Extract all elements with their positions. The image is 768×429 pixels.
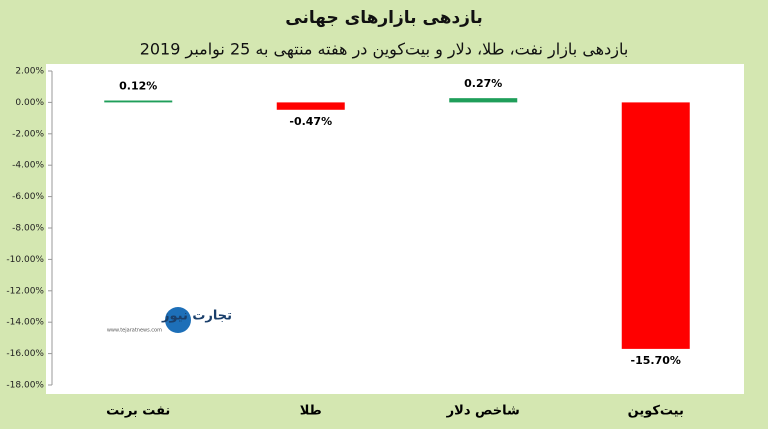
- y-tick-label: -12.00%: [6, 286, 44, 296]
- watermark-text: تجارت نیوز: [161, 309, 232, 324]
- watermark-url: www.tejaratnews.com: [107, 328, 162, 334]
- watermark-icon: [165, 307, 191, 333]
- value-label: -15.70%: [631, 354, 681, 367]
- y-tick-label: -6.00%: [12, 192, 44, 202]
- y-tick-label: -14.00%: [6, 318, 44, 328]
- x-tick-label: طلا: [300, 404, 322, 419]
- value-label: -0.47%: [289, 115, 332, 128]
- value-label: 0.27%: [464, 77, 502, 90]
- y-tick-label: -2.00%: [12, 129, 44, 139]
- x-tick-label: شاخص دلار: [446, 404, 520, 419]
- bar: [621, 102, 690, 349]
- y-tick-label: -18.00%: [6, 381, 44, 391]
- x-tick-label: نفت برنت: [106, 404, 170, 419]
- bar: [104, 100, 173, 103]
- chart-subtitle: بازدهی بازار نفت، طلا، دلار و بیت‌کوین د…: [140, 40, 629, 60]
- y-tick-label: 0.00%: [15, 98, 44, 108]
- value-label: 0.12%: [119, 80, 157, 93]
- y-tick-label: -16.00%: [6, 349, 44, 359]
- x-tick-label: بیت‌کوین: [628, 404, 684, 419]
- y-tick-label: -8.00%: [12, 224, 44, 234]
- chart-title: بازدهی بازارهای جهانی: [285, 8, 482, 28]
- bar: [449, 98, 518, 103]
- y-tick-label: -10.00%: [6, 255, 44, 265]
- watermark: تجارت نیوز www.tejaratnews.com: [107, 307, 232, 334]
- bar: [276, 102, 345, 110]
- y-tick-label: -4.00%: [12, 161, 44, 171]
- y-tick-label: 2.00%: [15, 67, 44, 77]
